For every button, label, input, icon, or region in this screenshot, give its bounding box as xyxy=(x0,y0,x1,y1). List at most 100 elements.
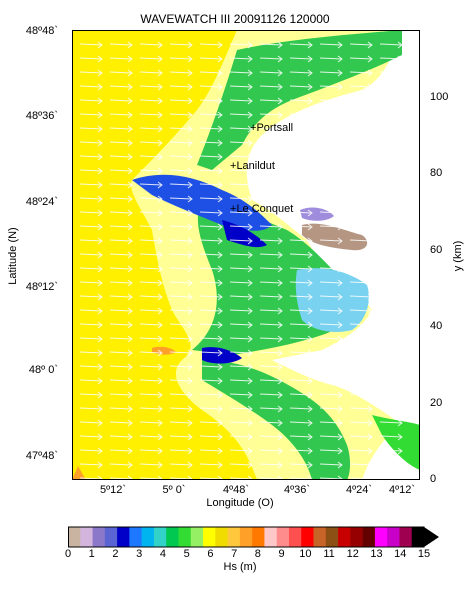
direction-arrow xyxy=(199,97,223,105)
direction-arrow xyxy=(379,447,403,455)
direction-arrow xyxy=(379,321,403,329)
direction-arrow xyxy=(199,181,223,189)
lat-tick: 48º36` xyxy=(25,110,58,122)
direction-arrow xyxy=(319,335,343,343)
direction-arrow xyxy=(349,433,373,441)
direction-arrow xyxy=(259,139,283,147)
direction-arrow xyxy=(139,349,163,357)
direction-arrow xyxy=(289,181,313,189)
direction-arrow xyxy=(379,265,403,273)
direction-arrow xyxy=(229,349,253,357)
colorbar-cell xyxy=(276,527,290,547)
direction-arrow xyxy=(109,41,133,49)
direction-arrow xyxy=(199,433,223,441)
direction-arrow xyxy=(139,447,163,455)
direction-arrow xyxy=(79,111,103,119)
direction-arrow xyxy=(349,83,373,91)
wave-height-map xyxy=(72,30,420,480)
direction-arrow xyxy=(349,377,373,385)
direction-arrow xyxy=(289,41,313,49)
direction-arrow xyxy=(229,391,253,399)
direction-arrow xyxy=(109,321,133,329)
direction-arrow xyxy=(169,391,193,399)
direction-arrow xyxy=(109,461,133,469)
direction-arrow xyxy=(169,111,193,119)
direction-arrow xyxy=(259,363,283,371)
direction-arrow xyxy=(379,307,403,315)
direction-arrow xyxy=(109,307,133,315)
direction-arrow xyxy=(199,265,223,273)
direction-arrow xyxy=(139,335,163,343)
km-tick: 40 xyxy=(430,320,443,332)
direction-arrow xyxy=(79,139,103,147)
direction-arrow xyxy=(319,321,343,329)
direction-arrow xyxy=(289,69,313,77)
direction-arrow xyxy=(259,419,283,427)
direction-arrow xyxy=(229,461,253,469)
direction-arrow xyxy=(379,97,403,105)
direction-arrow xyxy=(289,279,313,287)
direction-arrow xyxy=(79,405,103,413)
direction-arrow xyxy=(199,111,223,119)
direction-arrow xyxy=(289,139,313,147)
direction-arrow xyxy=(139,41,163,49)
direction-arrow xyxy=(289,265,313,273)
direction-arrow xyxy=(319,237,343,245)
colorbar-tick-label: 2 xyxy=(112,548,119,560)
direction-arrow xyxy=(379,391,403,399)
direction-arrow xyxy=(349,41,373,49)
direction-arrow xyxy=(259,391,283,399)
direction-arrow xyxy=(229,97,253,105)
lon-tick: 4º36` xyxy=(283,484,311,496)
direction-arrow xyxy=(259,237,283,245)
direction-arrow xyxy=(379,69,403,77)
direction-arrow xyxy=(229,41,253,49)
direction-arrow xyxy=(109,181,133,189)
x-axis-label-longitude: Longitude (O) xyxy=(206,497,274,509)
direction-arrow xyxy=(379,363,403,371)
direction-arrow xyxy=(349,69,373,77)
direction-arrow xyxy=(169,125,193,133)
direction-arrow xyxy=(109,195,133,203)
direction-arrow xyxy=(229,335,253,343)
direction-arrow xyxy=(79,125,103,133)
direction-arrow xyxy=(379,419,403,427)
place-lanildut: +Lanildut xyxy=(230,160,275,172)
direction-arrow xyxy=(199,279,223,287)
direction-arrow xyxy=(289,125,313,133)
direction-arrow xyxy=(109,125,133,133)
direction-arrow xyxy=(349,181,373,189)
direction-arrow xyxy=(139,461,163,469)
direction-arrow xyxy=(349,349,373,357)
direction-arrow xyxy=(319,223,343,231)
direction-arrow xyxy=(79,321,103,329)
direction-arrow xyxy=(289,447,313,455)
direction-arrow xyxy=(349,419,373,427)
direction-arrow xyxy=(169,279,193,287)
place-label-portsall: Portsall xyxy=(256,122,294,134)
direction-arrow xyxy=(319,83,343,91)
km-tick: 0 xyxy=(430,473,437,485)
direction-arrow xyxy=(289,363,313,371)
direction-arrow xyxy=(259,433,283,441)
direction-arrow xyxy=(349,97,373,105)
direction-arrow xyxy=(139,111,163,119)
direction-arrow xyxy=(139,195,163,203)
colorbar-tick-label: 13 xyxy=(370,548,383,560)
direction-arrow xyxy=(169,447,193,455)
direction-arrow xyxy=(169,433,193,441)
direction-arrow xyxy=(259,377,283,385)
direction-arrow xyxy=(379,335,403,343)
direction-arrow xyxy=(349,223,373,231)
colorbar-cell xyxy=(153,527,167,547)
colorbar-cell xyxy=(252,527,265,547)
direction-arrow xyxy=(139,419,163,427)
direction-arrow xyxy=(169,265,193,273)
colorbar-tick-label: 6 xyxy=(207,548,214,560)
direction-arrow xyxy=(139,279,163,287)
direction-arrow xyxy=(79,349,103,357)
colorbar-cell xyxy=(288,527,302,547)
y-axis-label-km: y (km) xyxy=(452,240,464,272)
direction-arrow xyxy=(169,251,193,259)
direction-arrow xyxy=(109,83,133,91)
